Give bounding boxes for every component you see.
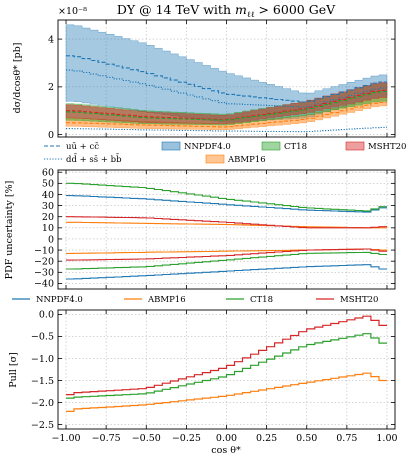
y-tick-label: −10	[34, 245, 54, 256]
y-tick-label: 0	[48, 234, 54, 245]
line-nnpdf_total	[66, 55, 387, 103]
pull-abmp16	[66, 372, 387, 412]
line-abmp_c	[66, 101, 387, 128]
legend-label: MSHT20	[340, 295, 378, 305]
legend-label-dd: dd̄ + ss̄ + bb̄	[66, 153, 122, 165]
legend-swatch-abmp	[205, 154, 225, 164]
line-nnpdf_low	[66, 126, 387, 133]
line-nnpdf_dd	[66, 69, 387, 108]
legend-item-abmp16: ABMP16	[124, 295, 186, 305]
y-tick-label: 0	[48, 130, 54, 141]
y-axis-label: Pull [σ]	[8, 352, 19, 388]
x-tick-label: 0.25	[256, 433, 277, 444]
legend-item-nnpdf: NNPDF4.0	[161, 141, 231, 152]
y-tick-label: −40	[34, 279, 54, 290]
y-tick-label: −20	[34, 256, 54, 267]
axes: 0 2 4	[48, 19, 396, 141]
title-post: > 6000 GeV	[255, 2, 337, 17]
unc-upper-abmp16	[66, 221, 387, 229]
legend-item-uu: uū + cc̄	[44, 142, 99, 152]
x-tick-label: −0.50	[132, 433, 161, 444]
legend-label-nnpdf: NNPDF4.0	[184, 142, 231, 152]
unc-lower-msht20	[66, 248, 387, 261]
x-tick-label: −1.00	[51, 433, 80, 444]
y-tick-label: 2	[48, 82, 54, 93]
legend-label-uu: uū + cc̄	[66, 142, 99, 152]
x-tick-label: 0.00	[216, 433, 237, 444]
y-tick-label: 0.0	[39, 310, 54, 321]
y-tick-label: 60	[42, 168, 54, 179]
x-tick-label: 0.50	[296, 433, 317, 444]
y-tick-label: 40	[42, 190, 54, 201]
legend-label-msht: MSHT20	[368, 142, 406, 152]
pull-ct18	[66, 333, 387, 399]
legend-item-nnpdf40: NNPDF4.0	[12, 295, 83, 305]
line-ct18_c	[66, 91, 387, 121]
title-mvar: m	[235, 2, 247, 17]
unc-upper-ct18	[66, 182, 387, 212]
legend-swatch-nnpdf	[161, 141, 181, 151]
legend-label: CT18	[250, 295, 273, 305]
y-axis-label: dσ/dcosθ* [pb]	[12, 43, 23, 114]
legend-item-ct18: CT18	[261, 141, 307, 152]
legend-item-dd: dd̄ + ss̄ + bb̄	[44, 153, 122, 165]
y-tick-label: −2.5	[31, 420, 54, 431]
title-pre: DY @ 14 TeV with	[117, 2, 235, 17]
pull-panel: −1.00 −0.75 −0.50 −0.25 0.00 0.25 0.50 0.75 1.00…	[8, 309, 398, 456]
unc-lower-nnpdf40	[66, 264, 387, 280]
y-tick-label: 20	[42, 212, 54, 223]
y-axis-label-text: Pull [σ]	[8, 352, 19, 388]
unc-upper-nnpdf40	[66, 195, 387, 213]
y-axis-label: PDF uncertainty [%]	[4, 181, 15, 280]
plot-content	[66, 315, 387, 412]
axes: −1.00 −0.75 −0.50 −0.25 0.00 0.25 0.50 0.75 1.00…	[31, 309, 398, 444]
legend-swatch-msht	[345, 141, 365, 151]
x-tick-label: −0.75	[92, 433, 121, 444]
y-tick-label: −1.5	[31, 376, 54, 387]
legend-item-msht20: MSHT20	[316, 295, 378, 305]
cross-section-panel: 0 2 4 dσ/dcosθ* [pb] ×10⁻⁸	[12, 6, 396, 141]
x-tick-label: 1.00	[376, 433, 397, 444]
y-tick-label: −0.5	[31, 332, 54, 343]
chart-title: DY @ 14 TeV with mℓℓ > 6000 GeV	[117, 2, 336, 19]
x-axis-label: cos θ*	[211, 445, 241, 456]
uncertainty-legend: NNPDF4.0 ABMP16 CT18 MSHT20	[12, 295, 378, 305]
y-tick-label: −1.0	[31, 354, 54, 365]
title-msub: ℓℓ	[247, 10, 255, 19]
legend-swatch-ct18	[261, 141, 281, 151]
legend-label-ct18: CT18	[284, 142, 307, 152]
y-tick-label: 30	[42, 201, 54, 212]
legend-label: NNPDF4.0	[36, 295, 83, 305]
legend-label: ABMP16	[147, 295, 186, 305]
x-tick-label: 0.75	[336, 433, 357, 444]
legend-item-abmp: ABMP16	[205, 154, 266, 165]
plot-content	[65, 24, 388, 133]
y-tick-label: 50	[42, 179, 54, 190]
axis-scale-label: ×10⁻⁸	[58, 6, 87, 17]
pull-msht20	[66, 315, 387, 396]
legend-label-abmp: ABMP16	[227, 155, 266, 165]
cross-section-legend: uū + cc̄dd̄ + ss̄ + bb̄ NNPDF4.0 ABMP16 CT1…	[44, 141, 406, 165]
y-axis-label-text: dσ/dcosθ* [pb]	[12, 43, 23, 114]
legend-item-msht: MSHT20	[345, 141, 406, 152]
unc-lower-ct18	[66, 251, 387, 270]
y-tick-label: 10	[42, 223, 54, 234]
y-tick-label: −30	[34, 268, 54, 279]
plot-content	[66, 182, 387, 280]
legend-item-ct18: CT18	[226, 295, 273, 305]
y-tick-label: 4	[48, 34, 54, 45]
band-msht20	[65, 81, 388, 125]
y-axis-label-text: PDF uncertainty [%]	[4, 181, 15, 280]
y-tick-label: −2.0	[31, 398, 54, 409]
x-tick-label: −0.25	[172, 433, 201, 444]
unc-upper-msht20	[66, 216, 387, 229]
